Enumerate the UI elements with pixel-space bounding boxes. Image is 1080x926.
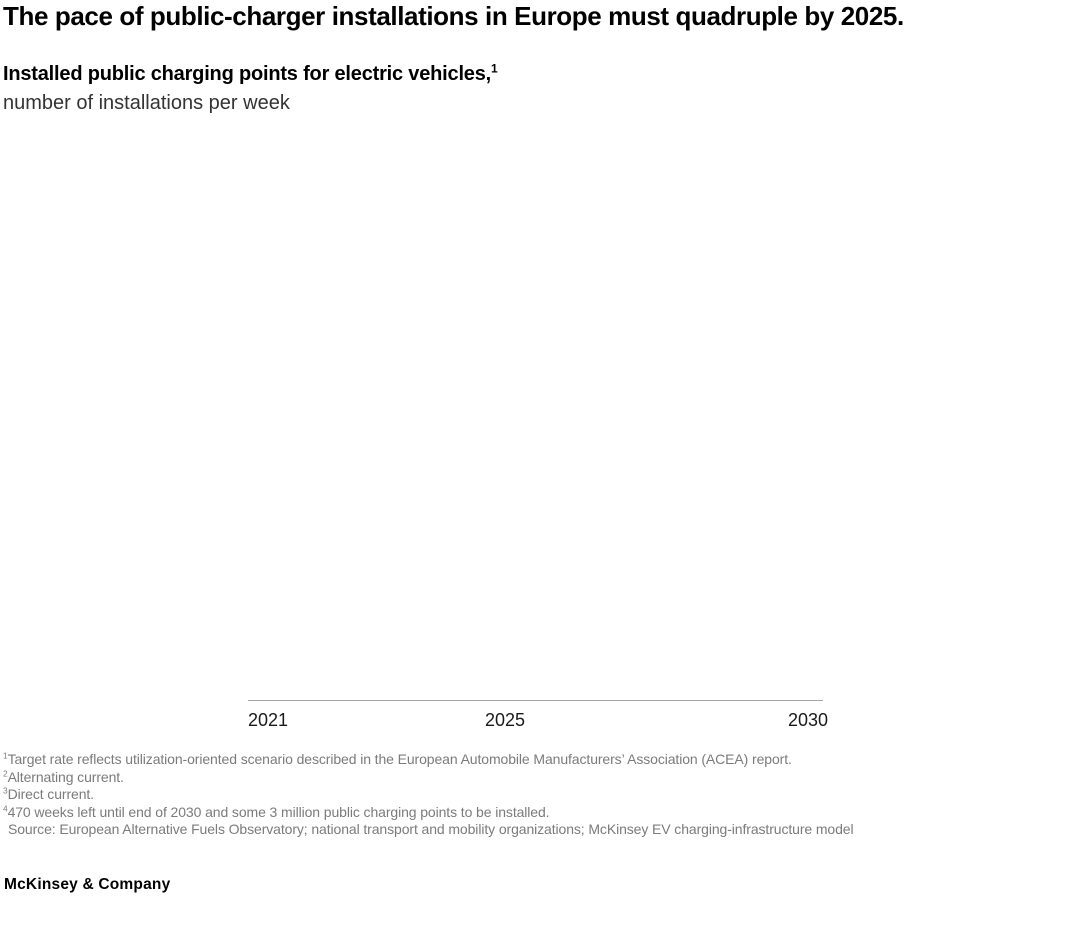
footnote-4-marker: 4: [3, 802, 8, 813]
chart-title-text: Installed public charging points for ele…: [3, 63, 492, 85]
chart-canvas: 2021 2025 2030: [0, 128, 1080, 738]
footnote-1-text: Target rate reflects utilization-oriente…: [7, 751, 792, 767]
footnote-3-text: Direct current.: [7, 786, 95, 802]
footnote-3-marker: 3: [3, 785, 8, 796]
footnote-1-marker: 1: [3, 750, 8, 761]
exhibit-title: The pace of public-charger installations…: [3, 1, 904, 31]
footnote-2-marker: 2: [3, 767, 8, 778]
x-axis-tick-2030: 2030: [787, 710, 828, 730]
footnote-2: 2Alternating current.: [3, 769, 1043, 787]
x-axis-tick-2021: 2021: [248, 710, 289, 730]
chart-title: Installed public charging points for ele…: [3, 61, 498, 88]
x-axis-tick-2025: 2025: [484, 710, 526, 730]
mckinsey-logo: McKinsey & Company: [4, 876, 171, 893]
footnote-4: 4470 weeks left until end of 2030 and so…: [3, 804, 1043, 822]
chart-title-footnote-marker: 1: [491, 61, 498, 76]
footnote-2-text: Alternating current.: [7, 768, 124, 785]
footnote-1: 1Target rate reflects utilization-orient…: [3, 751, 1043, 769]
plot-area: [248, 130, 823, 700]
source-line: Source: European Alternative Fuels Obser…: [3, 821, 1043, 839]
footnotes: 1Target rate reflects utilization-orient…: [3, 751, 1043, 839]
footnote-3: 3Direct current.: [3, 786, 1043, 804]
x-axis-line: [248, 700, 823, 701]
source-line-text: Source: European Alternative Fuels Obser…: [8, 821, 854, 837]
chart-unit-label: number of installations per week: [3, 92, 290, 114]
footnote-4-text: 470 weeks left until end of 2030 and som…: [7, 803, 550, 820]
